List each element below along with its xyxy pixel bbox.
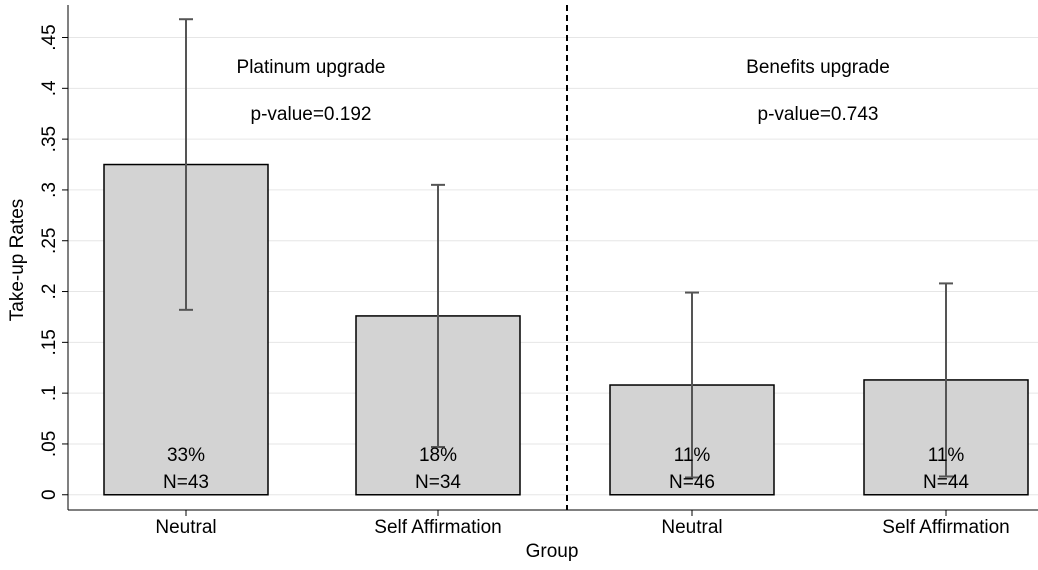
x-tick-label: Neutral xyxy=(661,517,722,538)
p-value: p-value=0.743 xyxy=(758,104,879,125)
value-label: 11% xyxy=(674,445,711,466)
y-tick-label: .2 xyxy=(39,284,60,300)
y-tick-label: .05 xyxy=(39,431,60,457)
y-axis-label: Take-up Rates xyxy=(7,199,28,322)
panel-title: Benefits upgrade xyxy=(746,57,890,78)
x-tick-label: Neutral xyxy=(155,517,216,538)
y-tick-label: 0 xyxy=(39,489,60,500)
count-label: N=43 xyxy=(163,472,209,493)
value-label: 33% xyxy=(167,445,205,466)
x-tick-label: Self Affirmation xyxy=(374,517,501,538)
y-tick-label: .3 xyxy=(39,182,60,198)
count-label: N=34 xyxy=(415,472,461,493)
y-tick-label: .35 xyxy=(39,126,60,152)
y-tick-label: .1 xyxy=(39,385,60,401)
x-tick-label: Self Affirmation xyxy=(882,517,1009,538)
value-label: 11% xyxy=(928,445,965,466)
p-value: p-value=0.192 xyxy=(251,104,372,125)
x-axis-label: Group xyxy=(526,541,579,562)
y-tick-label: .15 xyxy=(39,329,60,355)
y-tick-label: .25 xyxy=(39,228,60,254)
y-tick-label: .4 xyxy=(39,80,60,96)
count-label: N=46 xyxy=(669,472,715,493)
value-label: 18% xyxy=(419,445,457,466)
panel-title: Platinum upgrade xyxy=(237,57,386,78)
y-tick-label: .45 xyxy=(39,24,60,50)
count-label: N=44 xyxy=(923,472,969,493)
